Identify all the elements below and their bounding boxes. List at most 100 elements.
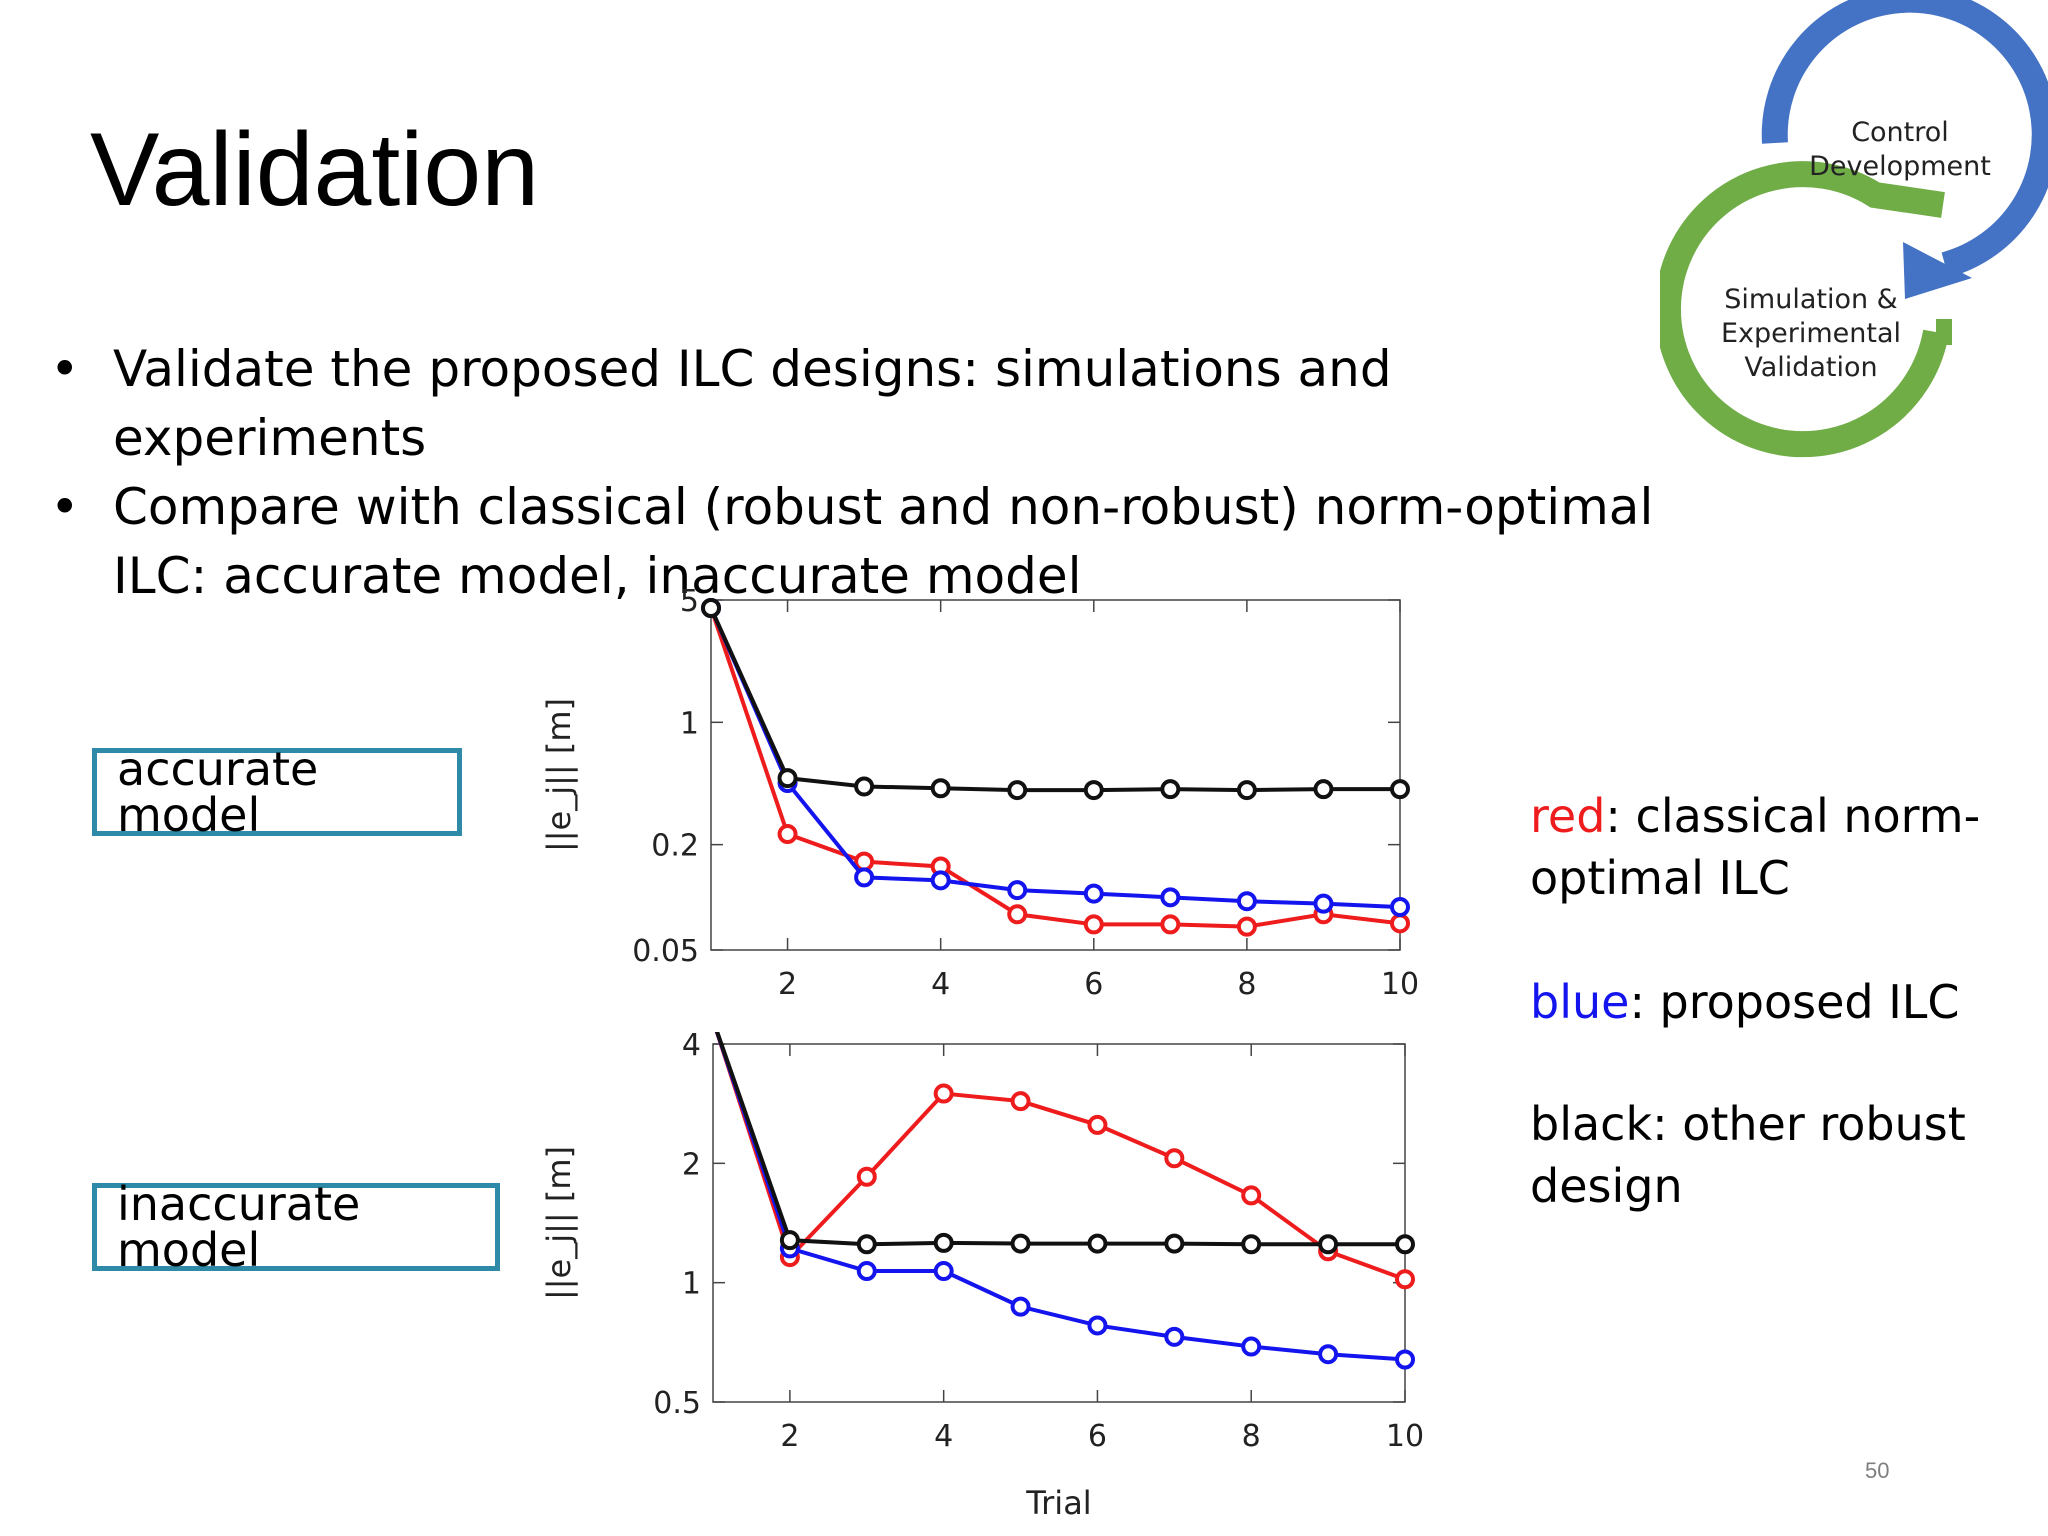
data-point-blue xyxy=(856,1261,877,1282)
data-point-red xyxy=(777,824,798,845)
y-tick-label: 0.05 xyxy=(632,934,699,969)
data-point-black xyxy=(933,1232,954,1253)
data-point-red xyxy=(1164,1148,1185,1169)
cycle-blue-arc xyxy=(1761,0,2048,278)
series-black xyxy=(715,1032,1415,1255)
bullet-list: • Validate the proposed ILC designs: sim… xyxy=(50,335,1690,611)
cycle-bottom-line-3: Validation xyxy=(1744,352,1877,383)
data-point-blue xyxy=(1313,893,1334,914)
series-line-red xyxy=(714,1032,1406,1282)
data-point-red xyxy=(1087,1114,1108,1135)
data-point-blue xyxy=(930,870,951,891)
cycle-bottom-line-1: Simulation & xyxy=(1724,284,1897,315)
data-point-blue xyxy=(1010,1296,1031,1317)
data-point-red xyxy=(1160,914,1181,935)
bullet-item-validate: • Validate the proposed ILC designs: sim… xyxy=(50,335,1690,473)
data-point-black xyxy=(1241,1234,1262,1255)
data-point-black xyxy=(1160,779,1181,800)
series-red xyxy=(701,598,1410,937)
data-point-blue xyxy=(1164,1326,1185,1347)
data-point-black xyxy=(1318,1234,1339,1255)
inaccurate-model-label: inaccurate model xyxy=(92,1181,500,1273)
y-tick-label: 1 xyxy=(682,1267,701,1302)
x-tick-label: 4 xyxy=(931,967,950,1002)
data-point-red xyxy=(1083,914,1104,935)
plot-frame xyxy=(712,1043,1406,1403)
bullet-text: Validate the proposed ILC designs: simul… xyxy=(113,340,1392,467)
data-point-blue xyxy=(1236,891,1257,912)
x-tick-label: 10 xyxy=(1386,1419,1424,1454)
data-point-blue xyxy=(1241,1336,1262,1357)
series-red xyxy=(714,1032,1415,1290)
data-point-black xyxy=(701,598,721,619)
data-point-red xyxy=(1007,904,1028,925)
data-point-blue xyxy=(1007,880,1028,901)
x-tick-label: 2 xyxy=(778,967,797,1002)
series-line-blue xyxy=(714,1032,1406,1362)
page-title: Validation xyxy=(90,112,540,228)
plot-frame xyxy=(710,599,1401,951)
data-point-blue xyxy=(1395,1349,1415,1370)
cycle-diagram: Control Development Simulation & Experim… xyxy=(1660,0,2048,458)
bullet-dot: • xyxy=(50,340,80,398)
data-point-black xyxy=(1007,780,1028,801)
y-tick-label: 5 xyxy=(680,584,699,619)
y-axis-label: ||e_j|| [m] xyxy=(540,698,578,852)
series-blue xyxy=(714,1032,1415,1370)
x-axis-label: Trial xyxy=(1025,1484,1091,1522)
data-point-blue xyxy=(1390,897,1410,918)
chart-2: 4 2 1 0.5 2 4 6 8 10 ||e_j|| [m] Trial xyxy=(540,1028,1424,1522)
data-point-black xyxy=(777,768,798,789)
data-point-black xyxy=(854,776,875,797)
x-tick-label: 10 xyxy=(1381,967,1419,1002)
legend-red: red: classical norm-optimal ILC xyxy=(1530,785,2010,909)
data-point-red xyxy=(1010,1091,1031,1112)
data-point-black xyxy=(1164,1233,1185,1254)
data-point-blue xyxy=(1083,883,1104,904)
data-point-black xyxy=(1083,780,1104,801)
x-tick-label: 8 xyxy=(1242,1419,1261,1454)
bullet-text: Compare with classical (robust and non-r… xyxy=(113,478,1654,605)
series-black xyxy=(701,598,1410,801)
data-point-blue xyxy=(933,1261,954,1282)
data-point-blue xyxy=(1318,1344,1339,1365)
legend-blue-text: : proposed ILC xyxy=(1629,975,1960,1029)
y-tick-label: 0.2 xyxy=(651,829,699,864)
cycle-top-line-1: Control xyxy=(1851,117,1949,148)
bullet-dot: • xyxy=(50,478,80,536)
x-tick-label: 8 xyxy=(1237,967,1256,1002)
chart-1: 5 1 0.2 0.05 2 4 6 8 10 ||e_j|| [m] xyxy=(540,584,1419,1002)
data-point-black xyxy=(1010,1233,1031,1254)
data-point-black xyxy=(1313,779,1334,800)
data-point-blue xyxy=(854,867,875,888)
legend-blue-key: blue xyxy=(1530,975,1630,1029)
data-point-red xyxy=(1395,1269,1415,1290)
data-point-black xyxy=(1236,780,1257,801)
data-point-black xyxy=(856,1234,877,1255)
legend-red-key: red xyxy=(1530,789,1606,843)
series-line-red xyxy=(709,607,1401,929)
y-axis-label: ||e_j|| [m] xyxy=(540,1146,578,1300)
cycle-blue-arrowhead xyxy=(1903,242,1972,299)
data-point-black xyxy=(1087,1233,1108,1254)
cycle-bottom-line-2: Experimental xyxy=(1721,318,1901,349)
data-point-red xyxy=(1390,913,1410,934)
y-tick-label: 1 xyxy=(680,706,699,741)
data-point-black xyxy=(779,1230,800,1251)
series-line-black xyxy=(709,607,1400,793)
data-point-red xyxy=(1241,1185,1262,1206)
x-tick-label: 2 xyxy=(780,1419,799,1454)
y-tick-label: 0.5 xyxy=(653,1386,701,1421)
y-tick-label: 4 xyxy=(682,1028,701,1063)
x-tick-label: 6 xyxy=(1084,967,1103,1002)
page-number: 50 xyxy=(1865,1458,1890,1483)
data-point-red xyxy=(933,1083,954,1104)
data-point-black xyxy=(1390,779,1410,800)
series-line-blue xyxy=(709,607,1401,910)
legend-black: black: other robust design xyxy=(1530,1097,1966,1213)
x-tick-label: 6 xyxy=(1088,1419,1107,1454)
data-point-red xyxy=(854,851,875,872)
x-tick-label: 4 xyxy=(934,1419,953,1454)
accurate-model-label: accurate model xyxy=(92,746,462,838)
